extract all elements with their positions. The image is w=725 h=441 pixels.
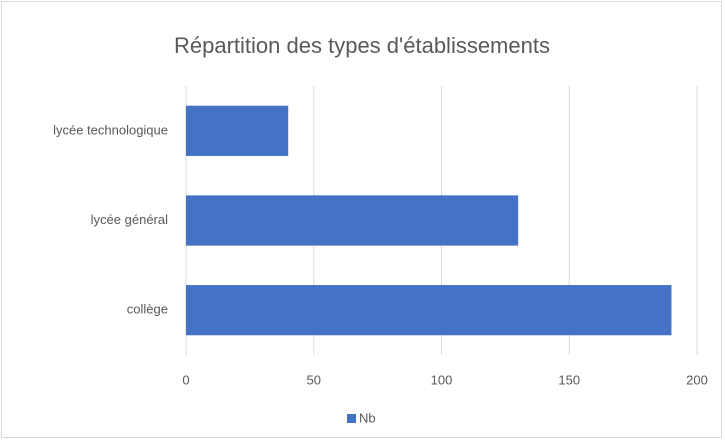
legend-label: Nb — [359, 410, 376, 425]
chart-title: Répartition des types d'établissements — [174, 33, 550, 58]
bar — [186, 105, 289, 156]
bar — [186, 195, 519, 246]
x-tick-label: 0 — [182, 372, 189, 387]
legend-swatch — [347, 414, 356, 423]
x-tick-label: 100 — [431, 372, 453, 387]
y-tick-label: lycée technologique — [53, 122, 168, 137]
bar — [186, 285, 672, 336]
x-tick-label: 50 — [307, 372, 321, 387]
y-tick-label: lycée général — [91, 212, 168, 227]
y-tick-label: collège — [127, 302, 168, 317]
x-tick-label: 200 — [686, 372, 708, 387]
x-tick-label: 150 — [558, 372, 580, 387]
